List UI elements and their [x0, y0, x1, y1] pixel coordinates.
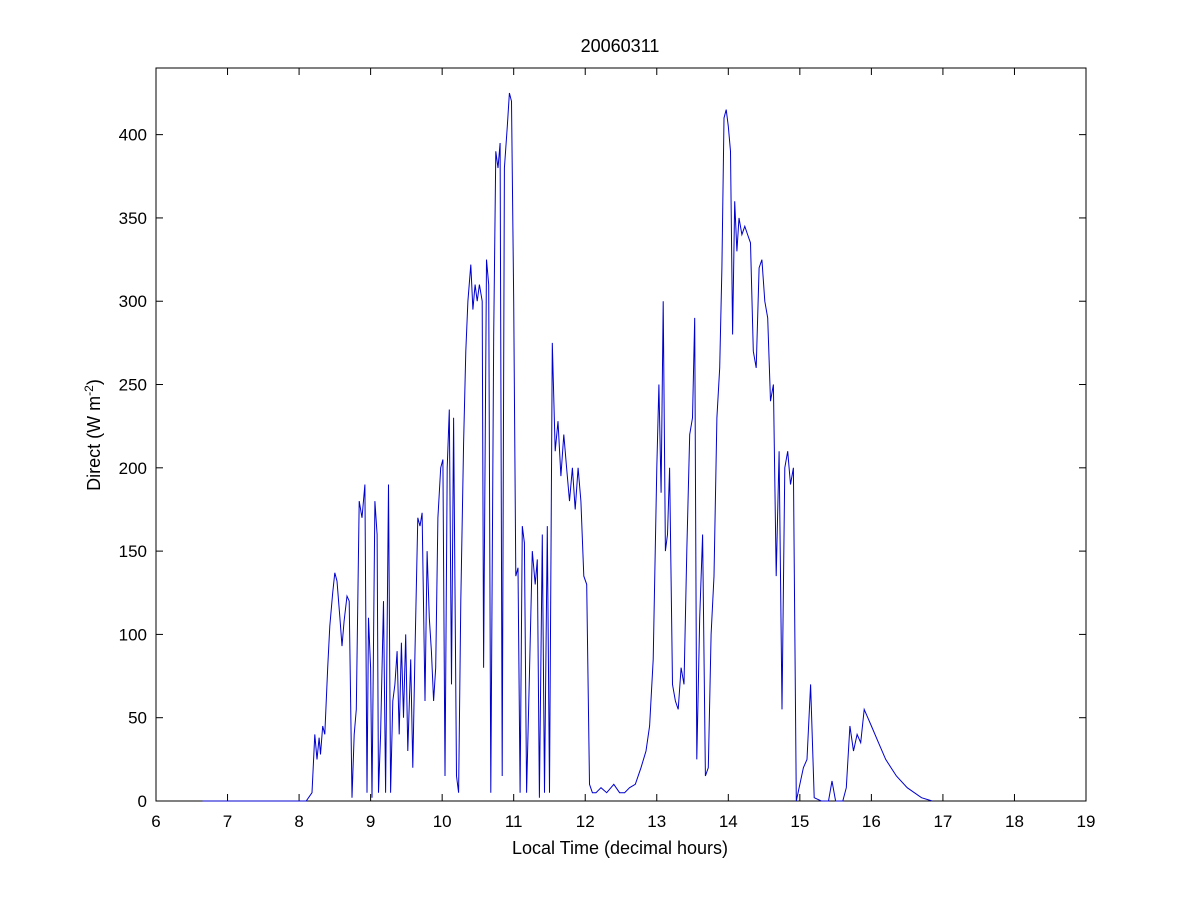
x-tick-label: 9: [366, 812, 375, 831]
x-axis-label: Local Time (decimal hours): [512, 838, 728, 858]
x-tick-label: 14: [719, 812, 738, 831]
y-tick-label: 400: [119, 126, 147, 145]
x-tick-label: 17: [933, 812, 952, 831]
x-tick-label: 13: [647, 812, 666, 831]
y-axis-label-main: Direct (W m: [84, 396, 104, 491]
y-tick-label: 50: [128, 709, 147, 728]
x-tick-label: 19: [1077, 812, 1096, 831]
y-axis-label-close: ): [84, 379, 104, 385]
plot-area: [155, 67, 1087, 802]
y-tick-label: 350: [119, 209, 147, 228]
series-line: [202, 92, 933, 802]
y-tick-label: 300: [119, 292, 147, 311]
x-tick-label: 16: [862, 812, 881, 831]
x-tick-label: 12: [576, 812, 595, 831]
y-axis: 0 50 100 150 200 250 300 350 400: [119, 126, 1086, 811]
chart-title: 20060311: [581, 36, 660, 56]
x-axis: 6 7 8 9 10 11 12 13 14 15 16 17 18 19: [151, 68, 1095, 831]
x-tick-label: 15: [790, 812, 809, 831]
x-tick-label: 18: [1005, 812, 1024, 831]
y-axis-label-superscript: -2: [82, 385, 96, 396]
y-tick-label: 150: [119, 542, 147, 561]
y-tick-label: 200: [119, 459, 147, 478]
x-tick-label: 10: [433, 812, 452, 831]
x-tick-label: 7: [223, 812, 232, 831]
y-tick-label: 250: [119, 376, 147, 395]
y-tick-label: 0: [138, 792, 147, 811]
x-tick-label: 8: [294, 812, 303, 831]
y-axis-label: Direct (W m-2): [82, 379, 104, 491]
y-tick-label: 100: [119, 625, 147, 644]
x-tick-label: 11: [505, 812, 523, 831]
x-tick-label: 6: [151, 812, 160, 831]
